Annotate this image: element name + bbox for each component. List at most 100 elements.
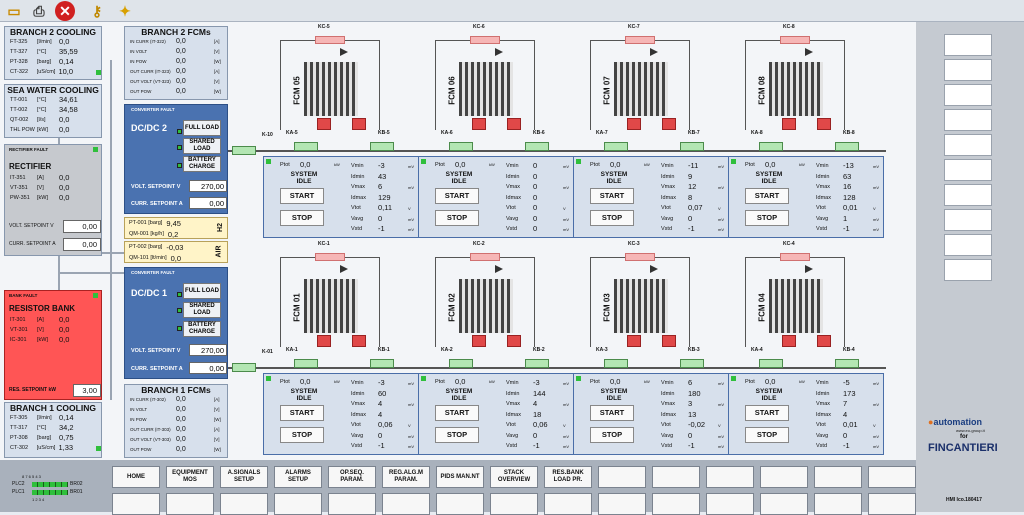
- stop-button[interactable]: STOP: [745, 427, 789, 443]
- side-button[interactable]: [944, 84, 992, 106]
- fcm-stack[interactable]: [769, 279, 823, 333]
- nav-button-empty[interactable]: [706, 466, 754, 488]
- ka-switch[interactable]: [294, 142, 318, 151]
- battery-charge-button[interactable]: BATTERY CHARGE: [183, 156, 221, 172]
- nav-button[interactable]: RES.BANK LOAD PR.: [544, 466, 592, 488]
- kb-label: KB-2: [533, 347, 545, 353]
- fcm-stack[interactable]: [459, 279, 513, 333]
- kb-switch[interactable]: [370, 359, 394, 368]
- nav-button-empty[interactable]: [652, 466, 700, 488]
- nav-button[interactable]: EQUIPMENT MOS: [166, 466, 214, 488]
- fcm-stack[interactable]: [304, 279, 358, 333]
- kb-switch[interactable]: [835, 142, 859, 151]
- stop-button[interactable]: STOP: [745, 210, 789, 226]
- stop-button[interactable]: STOP: [590, 427, 634, 443]
- volt-setpoint-input[interactable]: 270,00: [189, 344, 227, 356]
- res-setpoint-input[interactable]: 3,00: [73, 384, 101, 397]
- volt-setpoint-input[interactable]: 270,00: [189, 180, 227, 192]
- start-button[interactable]: START: [590, 188, 634, 204]
- side-button[interactable]: [944, 34, 992, 56]
- start-button[interactable]: START: [280, 405, 324, 421]
- curr-setpoint-input[interactable]: 0,00: [63, 238, 101, 251]
- kb-switch[interactable]: [370, 142, 394, 151]
- side-button[interactable]: [944, 234, 992, 256]
- stop-button[interactable]: STOP: [280, 210, 324, 226]
- kc-contactor[interactable]: [470, 253, 500, 261]
- side-button[interactable]: [944, 184, 992, 206]
- nav-button-empty[interactable]: [760, 466, 808, 488]
- side-button[interactable]: [944, 159, 992, 181]
- side-button[interactable]: [944, 59, 992, 81]
- ka-switch[interactable]: [604, 359, 628, 368]
- nav-button[interactable]: ALARMS SETUP: [274, 466, 322, 488]
- kb-switch[interactable]: [680, 359, 704, 368]
- fcm-stack[interactable]: [459, 62, 513, 116]
- battery-charge-button[interactable]: BATTERY CHARGE: [183, 321, 221, 337]
- side-button[interactable]: [944, 209, 992, 231]
- start-button[interactable]: START: [590, 405, 634, 421]
- shared-load-button[interactable]: SHARED LOAD: [183, 138, 221, 154]
- stop-button[interactable]: STOP: [435, 210, 479, 226]
- kc-contactor[interactable]: [625, 253, 655, 261]
- ka-switch[interactable]: [759, 142, 783, 151]
- nav-button[interactable]: A.SIGNALS SETUP: [220, 466, 268, 488]
- start-button[interactable]: START: [745, 405, 789, 421]
- kb-switch[interactable]: [525, 142, 549, 151]
- system-state: IDLE: [761, 178, 777, 185]
- nav-button[interactable]: HOME: [112, 466, 160, 488]
- kb-switch[interactable]: [680, 142, 704, 151]
- nav-button-empty[interactable]: [868, 466, 916, 488]
- folder-icon[interactable]: ▭: [7, 2, 21, 19]
- key-icon[interactable]: ⚷: [91, 2, 103, 19]
- fcm-stack[interactable]: [614, 62, 668, 116]
- full-load-button[interactable]: FULL LOAD: [183, 283, 221, 299]
- side-button[interactable]: [944, 109, 992, 131]
- shared-load-button[interactable]: SHARED LOAD: [183, 302, 221, 318]
- start-button[interactable]: START: [435, 405, 479, 421]
- stop-button[interactable]: STOP: [590, 210, 634, 226]
- nav-button[interactable]: REG.ALG.M PARAM.: [382, 466, 430, 488]
- side-button[interactable]: [944, 259, 992, 281]
- stop-button[interactable]: STOP: [435, 427, 479, 443]
- start-button[interactable]: START: [435, 188, 479, 204]
- start-button[interactable]: START: [745, 188, 789, 204]
- fcm-stack[interactable]: [769, 62, 823, 116]
- kc-contactor[interactable]: [780, 253, 810, 261]
- stop-button[interactable]: STOP: [280, 427, 324, 443]
- kc-contactor[interactable]: [625, 36, 655, 44]
- row-name: IN CURR (IT-322): [130, 39, 166, 44]
- kc-contactor[interactable]: [470, 36, 500, 44]
- side-button[interactable]: [944, 134, 992, 156]
- start-button[interactable]: START: [280, 188, 324, 204]
- nav-button[interactable]: PIDS MAN.NT: [436, 466, 484, 488]
- fcm-stack[interactable]: [304, 62, 358, 116]
- kc-contactor[interactable]: [315, 36, 345, 44]
- ka-switch[interactable]: [759, 359, 783, 368]
- curr-setpoint-input[interactable]: 0,00: [189, 197, 227, 209]
- kb-switch[interactable]: [835, 359, 859, 368]
- curr-setpoint-input[interactable]: 0,00: [189, 362, 227, 374]
- ka-switch[interactable]: [294, 359, 318, 368]
- led: [177, 129, 182, 134]
- nav-button-empty[interactable]: [598, 466, 646, 488]
- ka-switch[interactable]: [449, 142, 473, 151]
- volt-setpoint-input[interactable]: 0,00: [63, 220, 101, 233]
- kb-switch[interactable]: [525, 359, 549, 368]
- nav-button[interactable]: STACK OVERVIEW: [490, 466, 538, 488]
- vmin-label: Vmin: [816, 163, 829, 169]
- kc-contactor[interactable]: [315, 253, 345, 261]
- sea-water-panel: SEA WATER COOLING TT-001 [°C] 34,61 TT-002 […: [4, 84, 102, 138]
- k10-switch[interactable]: [232, 146, 256, 155]
- k01-switch[interactable]: [232, 363, 256, 372]
- nav-button[interactable]: OP.SEQ. PARAM.: [328, 466, 376, 488]
- idmin-value: 173: [843, 388, 856, 398]
- fcm-stack[interactable]: [614, 279, 668, 333]
- clean-icon[interactable]: ✦: [119, 2, 131, 19]
- printer-icon[interactable]: ⎙: [33, 2, 45, 19]
- ka-switch[interactable]: [449, 359, 473, 368]
- full-load-button[interactable]: FULL LOAD: [183, 120, 221, 136]
- nav-button-empty[interactable]: [814, 466, 862, 488]
- stop-icon[interactable]: ✕: [55, 1, 75, 21]
- ka-switch[interactable]: [604, 142, 628, 151]
- kc-contactor[interactable]: [780, 36, 810, 44]
